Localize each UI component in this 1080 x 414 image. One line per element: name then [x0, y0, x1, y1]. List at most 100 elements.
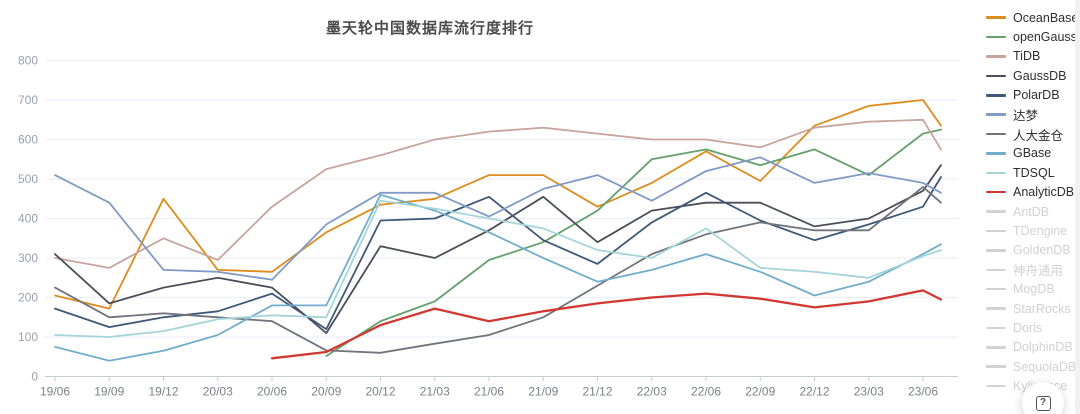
series-line-达梦: [54, 156, 942, 281]
x-tick-label: 23/06: [908, 385, 938, 399]
legend-swatch: [986, 384, 1006, 388]
y-tick-label: 400: [18, 212, 38, 226]
y-tick-label: 200: [18, 291, 38, 305]
x-tick-label: 20/12: [365, 385, 395, 399]
legend-swatch: [986, 287, 1006, 291]
x-tick-label: 19/09: [94, 385, 124, 399]
legend-swatch: [986, 190, 1006, 194]
legend-swatch: [986, 229, 1006, 233]
legend-item-达梦[interactable]: 达梦: [986, 105, 1080, 124]
legend-label: AnalyticDB: [1013, 185, 1075, 200]
legend-swatch: [986, 210, 1006, 213]
legend-item-GoldenDB[interactable]: GoldenDB: [986, 241, 1080, 260]
legend-label: GoldenDB: [1013, 243, 1071, 258]
help-icon: ?: [1035, 395, 1051, 411]
legend-label: 人大金仓: [1013, 128, 1064, 143]
legend-label: GaussDB: [1013, 68, 1067, 83]
legend-item-PolarDB[interactable]: PolarDB: [986, 86, 1080, 105]
legend-label: TiDB: [1013, 49, 1041, 64]
x-tick-label: 23/03: [854, 385, 884, 399]
legend-item-GaussDB[interactable]: GaussDB: [986, 66, 1080, 85]
legend-item-Doris[interactable]: Doris: [986, 318, 1080, 337]
legend-item-人大金仓[interactable]: 人大金仓: [986, 124, 1080, 143]
legend-label: openGauss: [1013, 30, 1077, 45]
legend-item-TiDB[interactable]: TiDB: [986, 47, 1080, 66]
legend-swatch: [986, 35, 1006, 39]
legend-swatch: [986, 346, 1006, 349]
legend-item-openGauss[interactable]: openGauss: [986, 27, 1080, 46]
popularity-line-chart[interactable]: 0 100 200 300 400 500 600 700 800 19/06 19/09 19/12…: [0, 0, 968, 414]
series-line-人大金仓: [54, 185, 942, 354]
x-tick-label: 22/06: [691, 385, 721, 399]
legend-swatch: [986, 307, 1006, 310]
legend-label: MogDB: [1013, 282, 1055, 297]
legend-item-神舟通用[interactable]: 神舟通用: [986, 260, 1080, 279]
series-line-GBase: [54, 193, 942, 362]
legend-label: TDengine: [1013, 223, 1068, 238]
x-tick-label: 22/09: [745, 385, 775, 399]
legend-label: 神舟通用: [1013, 264, 1064, 279]
series-line-AnalyticDB: [270, 289, 943, 360]
legend-item-StarRocks[interactable]: StarRocks: [986, 299, 1080, 318]
legend-item-TDengine[interactable]: TDengine: [986, 221, 1080, 240]
series-line-GaussDB: [54, 164, 942, 335]
y-tick-label: 700: [18, 93, 38, 107]
legend-swatch: [986, 74, 1006, 78]
help-button[interactable]: ?: [1022, 382, 1064, 414]
x-tick-label: 21/12: [582, 385, 612, 399]
legend-swatch: [986, 94, 1006, 97]
x-tick-label: 22/03: [637, 385, 667, 399]
legend-swatch: [986, 249, 1006, 252]
legend-item-AntDB[interactable]: AntDB: [986, 202, 1080, 221]
x-tick-label: 19/12: [148, 385, 178, 399]
y-tick-label: 100: [18, 330, 38, 344]
series-line-TiDB: [54, 118, 942, 269]
legend-swatch: [986, 55, 1006, 58]
legend-swatch: [986, 152, 1006, 155]
x-tick-label: 19/06: [40, 385, 70, 399]
legend-label: GBase: [1013, 146, 1052, 161]
x-tick-label: 20/09: [311, 385, 341, 399]
legend-swatch: [986, 326, 1006, 330]
legend-item-DolphinDB[interactable]: DolphinDB: [986, 338, 1080, 357]
legend-label: AntDB: [1013, 204, 1050, 219]
legend-item-MogDB[interactable]: MogDB: [986, 279, 1080, 298]
page-scrollbar[interactable]: [1075, 0, 1080, 414]
chart-title: 墨天轮中国数据库流行度排行: [325, 20, 534, 37]
legend-label: SequoiaDB: [1013, 359, 1077, 374]
legend-label: OceanBase: [1013, 10, 1079, 25]
legend-swatch: [986, 113, 1006, 116]
legend-swatch: [986, 268, 1006, 272]
series-line-PolarDB: [54, 176, 942, 331]
y-tick-label: 0: [31, 370, 38, 384]
legend-swatch: [986, 16, 1006, 19]
series-line-openGauss: [325, 128, 942, 357]
legend-label: StarRocks: [1013, 301, 1071, 316]
legend-label: TDSQL: [1013, 165, 1055, 180]
legend-item-OceanBase[interactable]: OceanBase: [986, 8, 1080, 27]
legend-label: 达梦: [1013, 109, 1039, 124]
y-tick-label: 800: [18, 54, 38, 68]
chart-legend: OceanBase openGauss TiDB GaussDB PolarDB 达梦人大…: [986, 8, 1080, 396]
legend-swatch: [986, 132, 1006, 136]
legend-label: DolphinDB: [1013, 340, 1073, 355]
legend-swatch: [986, 365, 1006, 368]
series-line-OceanBase: [54, 99, 942, 310]
y-tick-label: 600: [18, 133, 38, 147]
x-tick-label: 21/03: [420, 385, 450, 399]
x-tick-label: 20/03: [203, 385, 233, 399]
series-line-TDSQL: [54, 199, 942, 338]
legend-label: PolarDB: [1013, 88, 1060, 103]
legend-item-TDSQL[interactable]: TDSQL: [986, 163, 1080, 182]
x-tick-label: 22/12: [799, 385, 829, 399]
x-tick-label: 21/06: [474, 385, 504, 399]
legend-label: Doris: [1013, 320, 1043, 335]
legend-swatch: [986, 171, 1006, 175]
legend-item-AnalyticDB[interactable]: AnalyticDB: [986, 183, 1080, 202]
legend-item-SequoiaDB[interactable]: SequoiaDB: [986, 357, 1080, 376]
x-tick-label: 20/06: [257, 385, 287, 399]
y-tick-label: 300: [18, 251, 38, 265]
y-tick-label: 500: [18, 172, 38, 186]
legend-item-GBase[interactable]: GBase: [986, 144, 1080, 163]
